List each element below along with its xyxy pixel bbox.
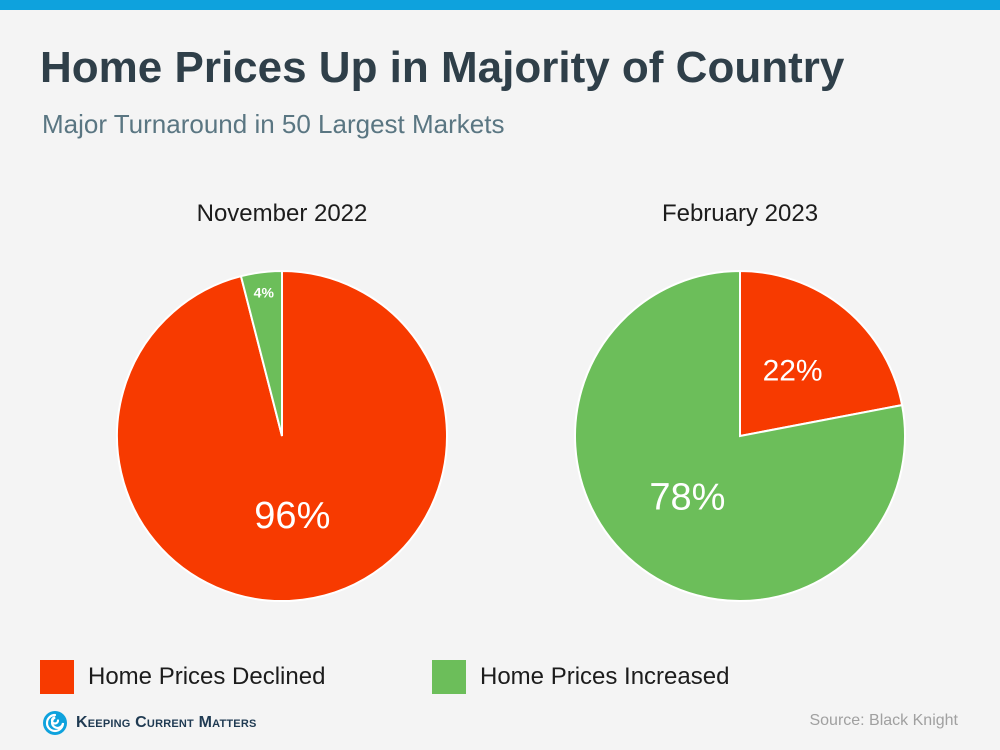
- legend: Home Prices Declined Home Prices Increas…: [0, 658, 1000, 698]
- legend-swatch-increased: [432, 660, 466, 694]
- legend-label-increased: Home Prices Increased: [480, 663, 730, 690]
- page-title: Home Prices Up in Majority of Country: [40, 43, 845, 92]
- chart-title: November 2022: [196, 200, 368, 227]
- pie-chart-february-2023: February 2023 22% 78%: [560, 200, 920, 610]
- legend-label-declined: Home Prices Declined: [88, 663, 326, 690]
- page-subtitle: Major Turnaround in 50 Largest Markets: [42, 109, 505, 139]
- pie-label-increased: 78%: [649, 477, 725, 519]
- legend-item-declined: Home Prices Declined: [40, 658, 325, 696]
- pie-label-increased: 4%: [254, 285, 275, 301]
- legend-swatch-declined: [40, 660, 74, 694]
- pie-slice-increased: [574, 269, 906, 602]
- pie-label-declined: 22%: [763, 354, 823, 387]
- pie-slice-declined: [739, 269, 904, 438]
- legend-item-increased: Home Prices Increased: [432, 658, 729, 696]
- brand-name: Keeping Current Matters: [76, 714, 257, 731]
- chart-title: February 2023: [661, 200, 819, 227]
- top-accent-bar: [0, 0, 1000, 10]
- brand: Keeping Current Matters: [42, 708, 257, 738]
- source-note: Source: Black Knight: [809, 712, 958, 729]
- pie-slice-increased: [239, 269, 283, 437]
- swirl-logo-icon: [43, 711, 67, 735]
- pie-chart-november-2022: November 2022 96% 4%: [102, 200, 462, 610]
- pie-svg: 96% 4%: [116, 269, 448, 602]
- pie-svg: 22% 78%: [574, 269, 906, 602]
- pie-label-declined: 96%: [254, 495, 330, 537]
